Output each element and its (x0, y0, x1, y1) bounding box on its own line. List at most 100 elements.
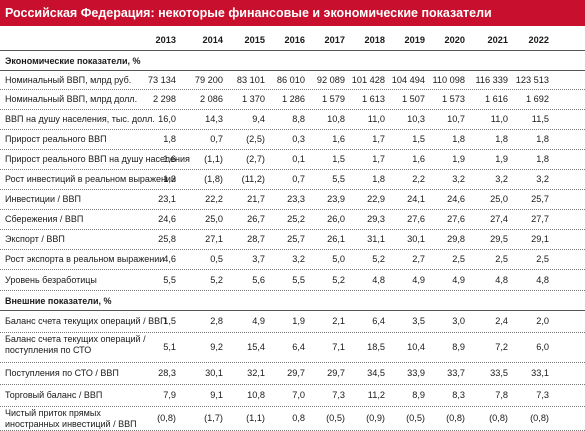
cell-2020: 1,9 (452, 154, 465, 164)
row-label: Баланс счета текущих операций / поступле… (5, 334, 146, 355)
cell-2015: 21,7 (247, 194, 265, 204)
cell-2013: 16,0 (158, 114, 176, 124)
cell-2020: 33,7 (447, 368, 465, 378)
cell-2017: 7,1 (332, 342, 345, 352)
cell-2014: 27,1 (205, 234, 223, 244)
cell-2015: 28,7 (247, 234, 265, 244)
cell-2020: 24,6 (447, 194, 465, 204)
cell-2014: 79 200 (194, 75, 223, 85)
cell-2019: 30,1 (407, 234, 425, 244)
cell-2021: 7,8 (495, 390, 508, 400)
cell-2013: 4,6 (163, 254, 176, 264)
cell-2019: (0,5) (406, 413, 425, 423)
cell-2019: 2,2 (412, 174, 425, 184)
cell-2018: 4,8 (372, 275, 385, 285)
cell-2016: 0,1 (292, 154, 305, 164)
cell-2018: 31,1 (367, 234, 385, 244)
cell-2016: 25,2 (287, 214, 305, 224)
cell-2018: 11,0 (367, 114, 385, 124)
cell-2014: 5,2 (210, 275, 223, 285)
cell-2020: 8,9 (452, 342, 465, 352)
cell-2016: 0,8 (292, 413, 305, 423)
cell-2018: 29,3 (367, 214, 385, 224)
table-row: Номинальный ВВП, млрд руб. 73 134 79 200 83… (0, 71, 585, 90)
cell-2013: 7,9 (163, 390, 176, 400)
cell-2020: 1 573 (442, 94, 465, 104)
row-label: Прирост реального ВВП на душу населения (5, 154, 190, 164)
cell-2020: 110 098 (432, 75, 465, 85)
cell-2021: 1,9 (495, 154, 508, 164)
cell-2020: 27,6 (447, 214, 465, 224)
cell-2014: 2,8 (210, 316, 223, 326)
cell-2021: (0,8) (489, 413, 508, 423)
cell-2021: 2,4 (495, 316, 508, 326)
cell-2017: 26,0 (327, 214, 345, 224)
table-row: Баланс счета текущих операций / ВВП 1,5 2,… (0, 311, 585, 333)
cell-2019: 33,9 (407, 368, 425, 378)
cell-2019: 104 494 (391, 75, 425, 85)
cell-2017: 5,0 (332, 254, 345, 264)
cell-2018: (0,9) (366, 413, 385, 423)
cell-2015: 26,7 (247, 214, 265, 224)
cell-2013: 23,1 (158, 194, 176, 204)
cell-2015: 1 370 (242, 94, 265, 104)
cell-2019: 2,7 (412, 254, 425, 264)
year-header-2016: 2016 (284, 35, 305, 45)
cell-2018: 1 613 (362, 94, 385, 104)
cell-2020: 3,2 (452, 174, 465, 184)
cell-2013: (0,8) (157, 413, 176, 423)
cell-2014: 9,2 (210, 342, 223, 352)
cell-2022: 3,2 (536, 174, 549, 184)
cell-2016: 86 010 (276, 75, 305, 85)
row-label: Сбережения / ВВП (5, 214, 84, 224)
row-label: ВВП на душу населения, тыс. долл. (5, 114, 155, 124)
cell-2017: 1 579 (322, 94, 345, 104)
cell-2022: 1,8 (536, 154, 549, 164)
cell-2022: 1 692 (526, 94, 549, 104)
year-header-2020: 2020 (444, 35, 465, 45)
cell-2019: 3,5 (412, 316, 425, 326)
year-header-2014: 2014 (202, 35, 223, 45)
cell-2021: 1 616 (485, 94, 508, 104)
row-label: Номинальный ВВП, млрд руб. (5, 74, 132, 85)
table-row: Сбережения / ВВП 24,6 25,0 26,7 25,2 26,0 29,3… (0, 210, 585, 230)
cell-2013: 25,8 (158, 234, 176, 244)
row-label: Уровень безработицы (5, 274, 97, 285)
cell-2020: 29,8 (447, 234, 465, 244)
cell-2018: 1,8 (372, 174, 385, 184)
cell-2017: 1,6 (332, 134, 345, 144)
cell-2021: 7,2 (495, 342, 508, 352)
year-header-2015: 2015 (244, 35, 265, 45)
table-row: Рост инвестиций в реальном выражении 1,3 (… (0, 170, 585, 190)
cell-2014: (1,7) (204, 413, 223, 423)
year-header-2013: 2013 (155, 35, 176, 45)
cell-2018: 5,2 (372, 254, 385, 264)
cell-2021: 3,2 (495, 174, 508, 184)
year-header-2018: 2018 (364, 35, 385, 45)
table-row: Чистый приток прямых иностранных инвести… (0, 407, 585, 431)
row-label: Рост инвестиций в реальном выражении (5, 174, 176, 184)
cell-2014: 0,5 (210, 254, 223, 264)
cell-2016: 0,3 (292, 134, 305, 144)
cell-2022: (0,8) (530, 413, 549, 423)
cell-2022: 29,1 (531, 234, 549, 244)
cell-2015: 5,6 (252, 275, 265, 285)
cell-2019: 24,1 (407, 194, 425, 204)
cell-2022: 2,5 (536, 254, 549, 264)
cell-2013: 1,8 (163, 134, 176, 144)
cell-2018: 11,2 (367, 390, 385, 400)
cell-2013: 28,3 (158, 368, 176, 378)
cell-2013: 1,6 (163, 154, 176, 164)
table-row: Экспорт / ВВП 25,8 27,1 28,7 25,7 26,1 31,1 30,… (0, 230, 585, 250)
cell-2018: 1,7 (372, 154, 385, 164)
cell-2020: 4,9 (452, 275, 465, 285)
cell-2020: 8,3 (452, 390, 465, 400)
cell-2015: 83 101 (236, 75, 265, 85)
cell-2022: 27,7 (531, 214, 549, 224)
cell-2014: 2 086 (200, 94, 223, 104)
cell-2015: (2,7) (246, 154, 265, 164)
cell-2018: 6,4 (372, 316, 385, 326)
table-row: Торговый баланс / ВВП 7,9 9,1 10,8 7,0 7,3 11,… (0, 385, 585, 407)
cell-2016: 5,5 (292, 275, 305, 285)
cell-2019: 10,4 (407, 342, 425, 352)
